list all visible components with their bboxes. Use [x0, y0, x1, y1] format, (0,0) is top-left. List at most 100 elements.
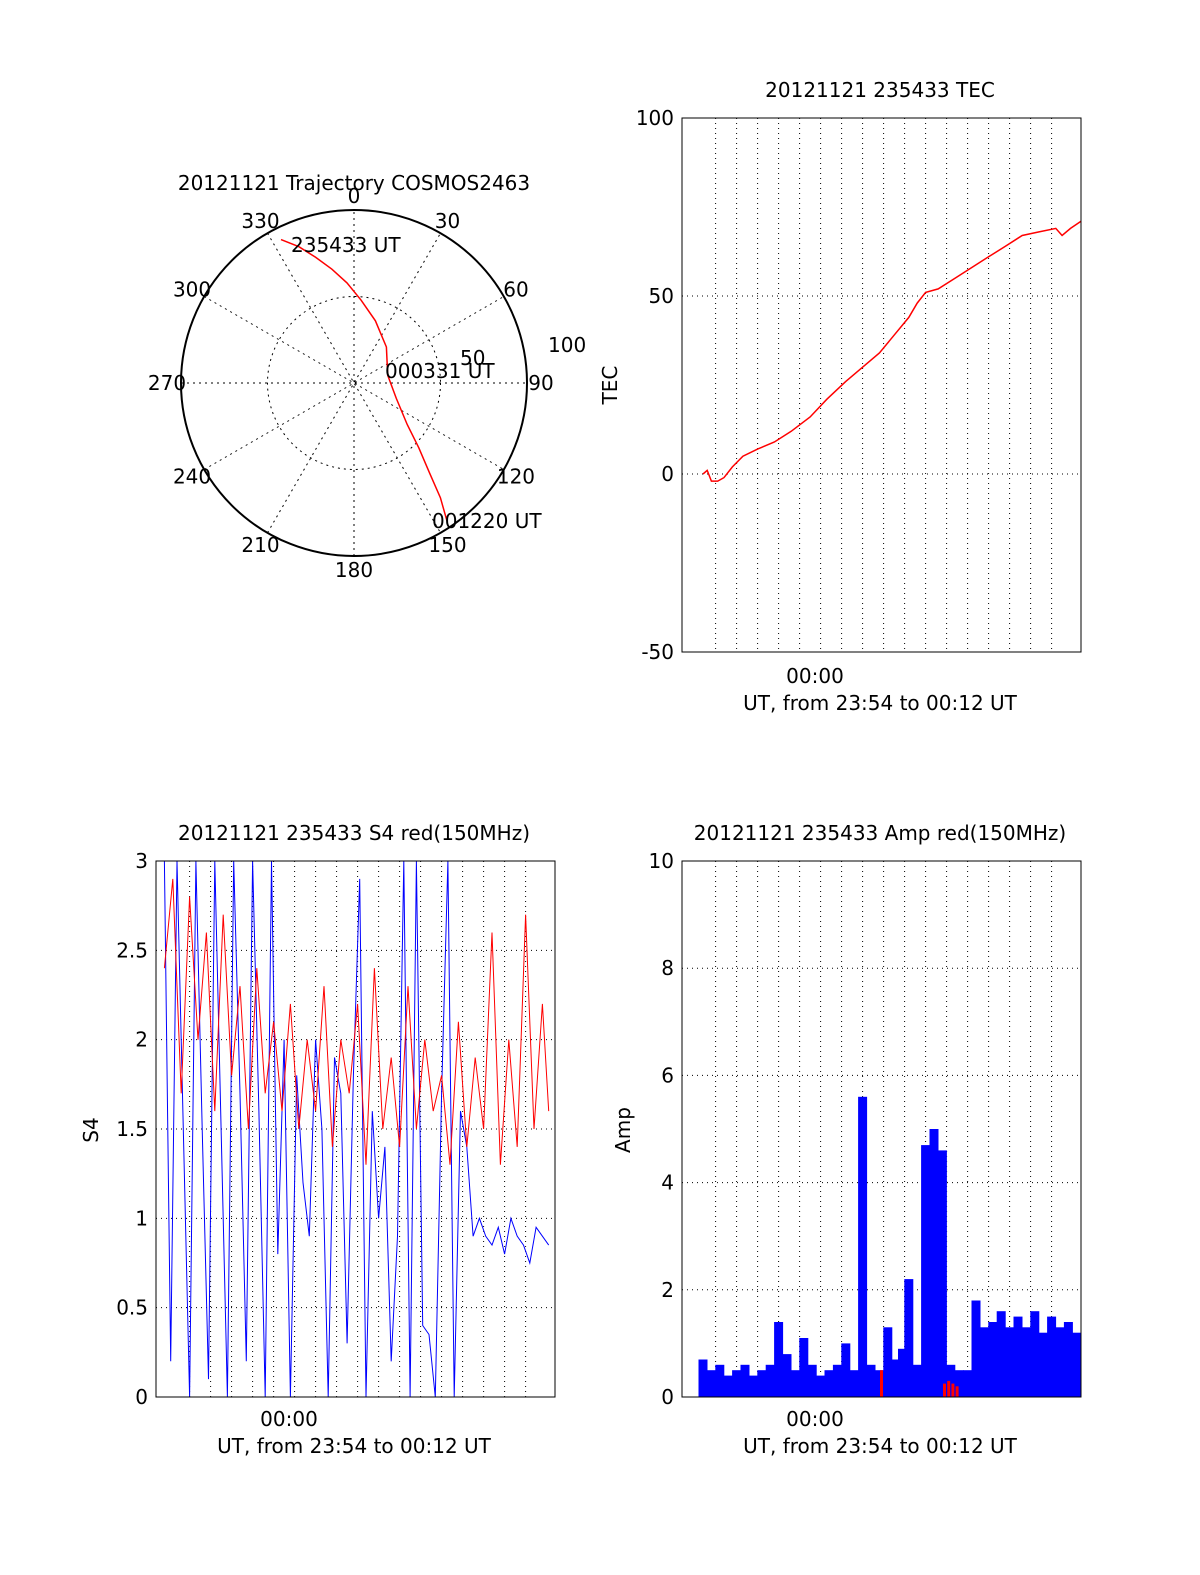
polar-ring-50 [267, 296, 441, 470]
amp-bar-blue [799, 1338, 809, 1397]
polar-angle-label: 270 [148, 371, 186, 395]
amp-bar-blue [732, 1370, 742, 1397]
amp-bar-red [955, 1386, 959, 1397]
s4-ytick-label: 1 [135, 1206, 148, 1230]
polar-annotation-end: 001220 UT [432, 509, 542, 533]
s4-xlabel: UT, from 23:54 to 00:12 UT [217, 1434, 492, 1458]
amp-bar-blue [971, 1300, 981, 1397]
amp-bar-blue [807, 1364, 817, 1397]
amp-bar-red [880, 1370, 883, 1397]
s4-xtick-label: 00:00 [260, 1407, 318, 1431]
amp-bar-blue [979, 1327, 989, 1397]
amp-xlabel: UT, from 23:54 to 00:12 UT [743, 1434, 1018, 1458]
amp-bar-blue [748, 1375, 758, 1397]
amp-ytick-label: 10 [649, 849, 674, 873]
polar-annotation-mid: 000331 UT [385, 359, 495, 383]
amp-bar-blue [1063, 1322, 1073, 1397]
polar-angle-labels: 0 30 60 90 120 150 180 210 240 270 300 330 [148, 184, 554, 582]
amp-ytick-labels: 0 2 4 6 8 10 [649, 849, 674, 1409]
amp-bar-blue [954, 1370, 964, 1397]
amp-panel: 20121121 235433 Amp red(150MHz) 0246810 … [611, 821, 1082, 1458]
amp-bars [698, 1096, 1082, 1397]
amp-bar-blue [1005, 1327, 1015, 1397]
polar-radial-label-100: 100 [548, 333, 586, 357]
amp-bar-blue [946, 1364, 956, 1397]
amp-bar-blue [706, 1370, 716, 1397]
amp-ytick-label: 4 [661, 1171, 674, 1195]
polar-spoke-60 [203, 296, 505, 470]
s4-series-blue [163, 861, 550, 1397]
amp-ytick-label: 6 [661, 1063, 674, 1087]
amp-bar-blue [816, 1375, 826, 1397]
amp-bar-blue [832, 1364, 842, 1397]
s4-grid [156, 861, 555, 1397]
s4-title: 20121121 235433 S4 red(150MHz) [178, 821, 530, 845]
amp-bar-blue [698, 1359, 708, 1397]
amp-bar-blue [904, 1279, 914, 1397]
amp-bar-red [951, 1383, 955, 1397]
polar-annotation-start: 235433 UT [291, 233, 401, 257]
amp-bar-blue [849, 1370, 859, 1397]
polar-angle-label: 60 [503, 278, 528, 302]
amp-bar-blue [963, 1370, 973, 1397]
polar-outer-ring [180, 209, 528, 557]
amp-bar-blue [988, 1322, 998, 1397]
amp-bar-blue [757, 1370, 767, 1397]
amp-ytick-label: 0 [661, 1385, 674, 1409]
polar-spoke-150 [267, 232, 441, 534]
amp-axes-frame [681, 860, 1082, 1398]
s4-ytick-label: 1.5 [116, 1117, 148, 1141]
amp-bar-blue [1072, 1332, 1082, 1397]
amp-title: 20121121 235433 Amp red(150MHz) [694, 821, 1066, 845]
polar-spoke-30 [267, 232, 441, 534]
s4-ylabel: S4 [79, 1117, 103, 1142]
tec-ytick-label: 100 [636, 106, 674, 130]
amp-bar-blue [790, 1370, 800, 1397]
amp-bar-blue [1013, 1316, 1023, 1397]
tec-ytick-label: -50 [641, 640, 674, 664]
amp-bar-blue [1021, 1327, 1031, 1397]
polar-spoke-120 [203, 296, 505, 470]
amp-bar-red [947, 1380, 951, 1397]
s4-panel: 20121121 235433 S4 red(150MHz) 0 0.5 1 1.5 2… [79, 821, 556, 1458]
amp-bar-red [943, 1383, 946, 1397]
amp-xtick-label: 00:00 [786, 1407, 844, 1431]
amp-bar-blue [841, 1343, 851, 1397]
polar-angle-label: 0 [348, 184, 361, 208]
s4-ytick-label: 0 [135, 1385, 148, 1409]
amp-bar-blue [824, 1370, 834, 1397]
s4-ytick-labels: 0 0.5 1 1.5 2 2.5 3 [116, 849, 148, 1409]
s4-ytick-label: 0.5 [116, 1296, 148, 1320]
polar-panel: 20121121 Trajectory COSMOS2463 0 30 60 90 12… [148, 171, 586, 582]
amp-bar-blue [740, 1364, 750, 1397]
polar-angle-label: 210 [241, 533, 279, 557]
polar-angle-label: 120 [497, 465, 535, 489]
amp-bar-blue [774, 1322, 784, 1397]
s4-ytick-label: 2.5 [116, 938, 148, 962]
polar-angle-label: 90 [528, 371, 553, 395]
tec-ytick-label: 0 [661, 462, 674, 486]
amp-bar-blue [874, 1370, 884, 1397]
amp-bar-blue [996, 1311, 1006, 1397]
amp-bar-blue [891, 1359, 901, 1397]
amp-bar-blue [782, 1354, 792, 1397]
amp-bar-blue [1047, 1316, 1057, 1397]
s4-ytick-label: 2 [135, 1028, 148, 1052]
polar-angle-label: 150 [428, 533, 466, 557]
amp-bar-blue [1038, 1332, 1048, 1397]
amp-bar-blue [883, 1327, 893, 1397]
tec-ytick-labels: -50 0 50 100 [636, 106, 674, 664]
polar-angle-label: 30 [435, 209, 460, 233]
amp-bar-blue [723, 1375, 733, 1397]
tec-panel: 20121121 235433 TEC -50 0 50 100 00:00 UT, … [598, 78, 1082, 715]
tec-xlabel: UT, from 23:54 to 00:12 UT [743, 691, 1018, 715]
tec-ylabel: TEC [598, 366, 622, 406]
amp-bar-blue [1030, 1311, 1040, 1397]
s4-series-red [163, 878, 550, 1165]
polar-angle-label: 300 [173, 278, 211, 302]
amp-bar-blue [1055, 1327, 1065, 1397]
amp-bar-blue [898, 1348, 907, 1397]
amp-ytick-label: 8 [661, 956, 674, 980]
tec-axes-frame [681, 117, 1082, 653]
